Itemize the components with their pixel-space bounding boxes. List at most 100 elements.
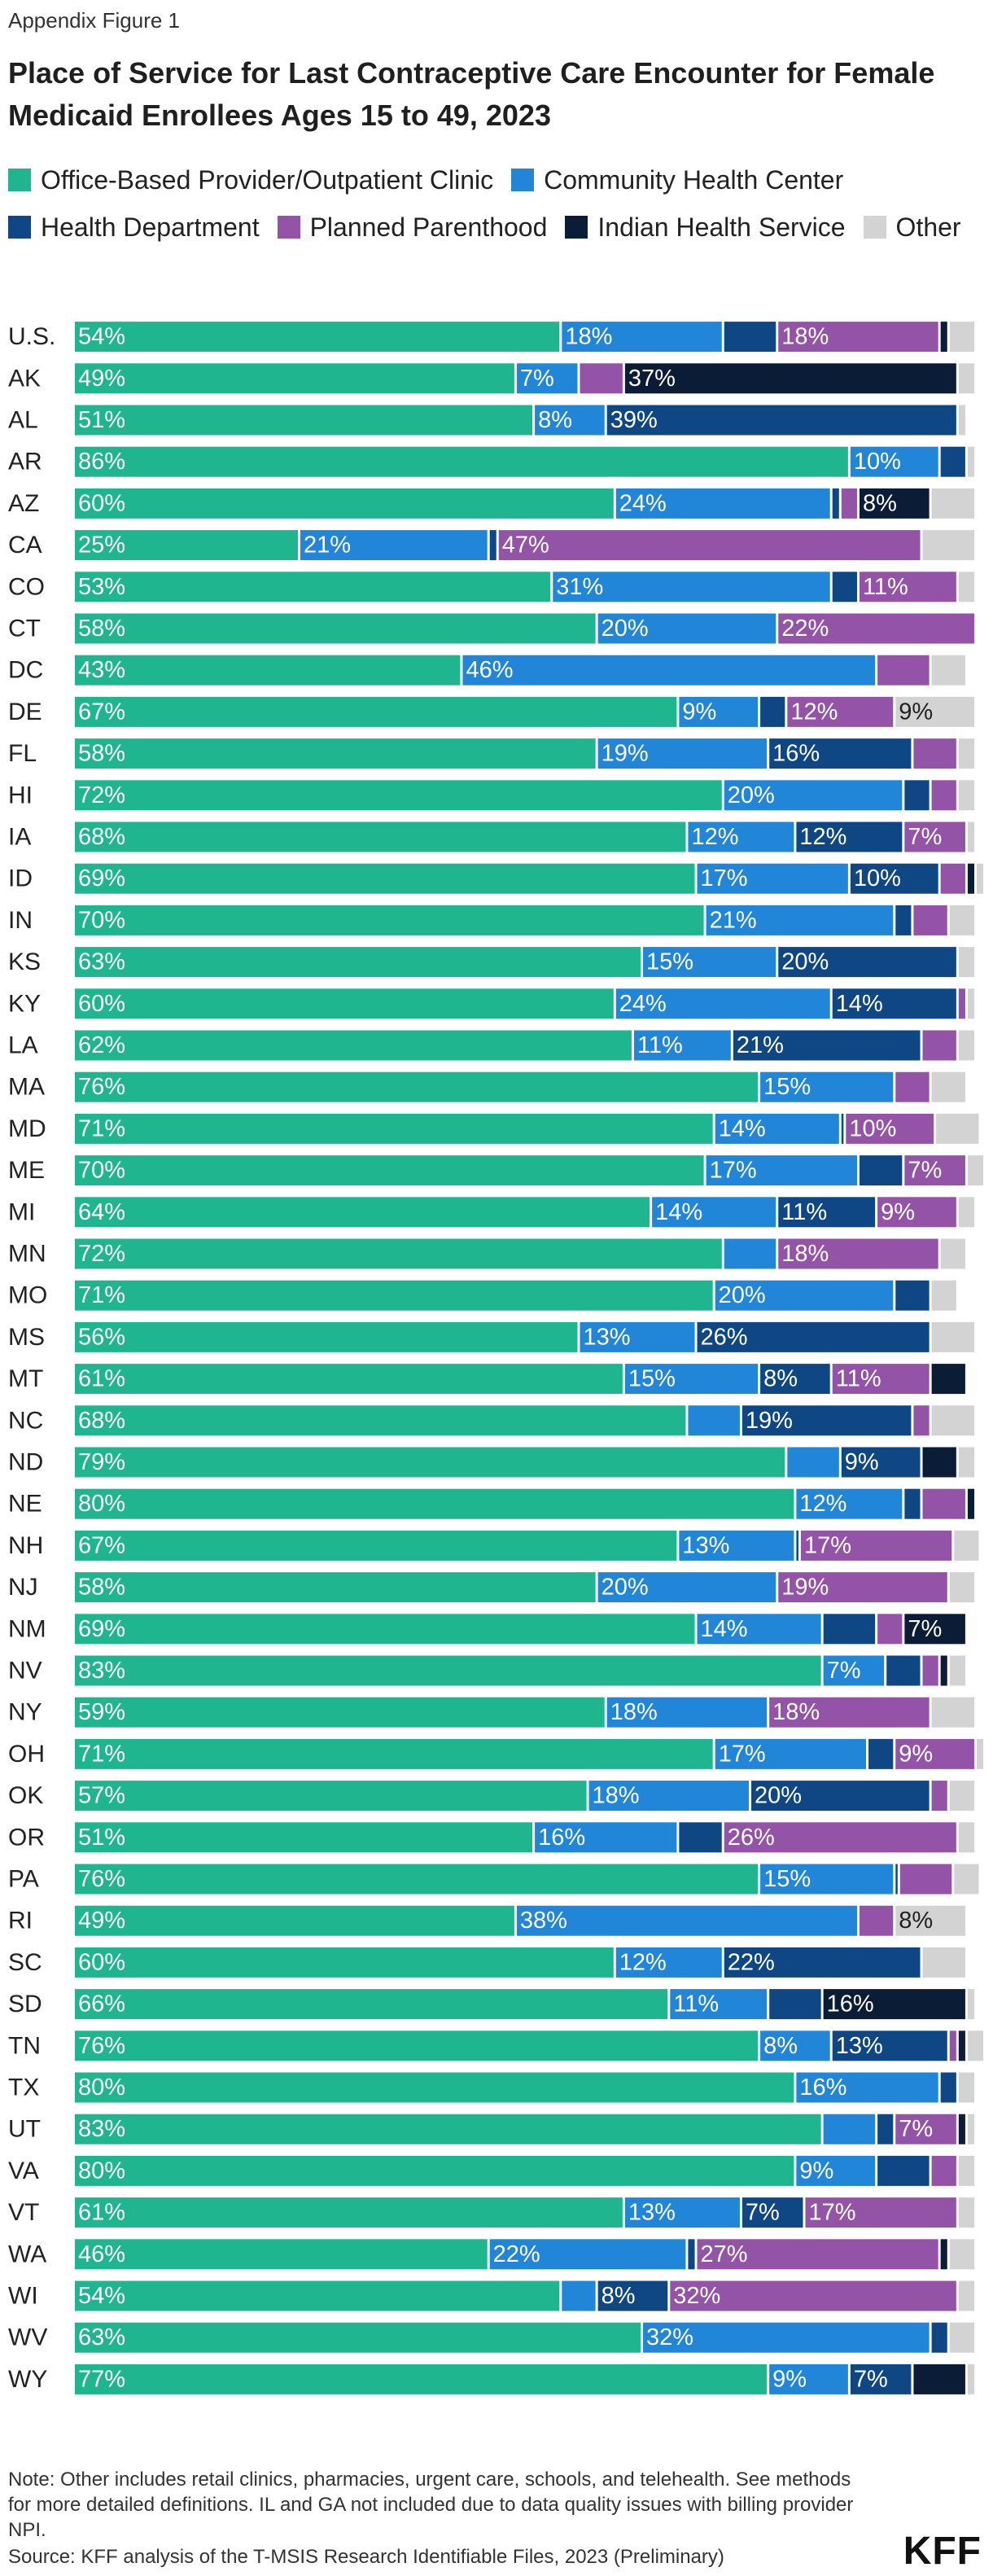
bar-segment: [615, 488, 830, 519]
data-label: 7%: [827, 1658, 861, 1684]
bar-segment: [958, 2114, 965, 2144]
data-label: 56%: [78, 1324, 125, 1350]
bar-segment: [949, 2239, 974, 2270]
data-label: 86%: [78, 449, 125, 475]
data-label: 9%: [772, 2366, 807, 2392]
bar-segment: [877, 1614, 903, 1645]
bar-segment: [588, 1781, 749, 1812]
data-label: 7%: [520, 366, 554, 392]
bar-segment: [859, 572, 956, 602]
bar-segment: [615, 1947, 722, 1978]
bar-segment: [877, 2114, 894, 2144]
data-label: 76%: [78, 1074, 125, 1100]
data-label: 12%: [799, 1491, 846, 1517]
category-label: KS: [8, 948, 41, 975]
bar-segment: [958, 1447, 974, 1478]
bar-segment: [922, 1947, 965, 1978]
data-label: 72%: [78, 782, 125, 808]
data-label: 57%: [78, 1783, 125, 1809]
bar-segment: [913, 2364, 965, 2394]
bar-segment: [615, 988, 830, 1019]
bar-segment: [846, 1113, 934, 1144]
data-label: 14%: [655, 1199, 702, 1225]
bar-segment: [75, 1905, 514, 1936]
data-label: 11%: [673, 1991, 719, 2017]
category-label: MA: [8, 1074, 45, 1101]
category-label: PA: [8, 1866, 39, 1893]
bar-segment: [886, 1655, 921, 1686]
data-label: 17%: [804, 1532, 851, 1558]
bar-segment: [796, 1488, 903, 1519]
bar-segment: [75, 1155, 704, 1186]
category-label: AK: [8, 365, 41, 392]
data-label: 12%: [619, 1949, 667, 1975]
bar-segment: [75, 405, 533, 436]
data-label: 71%: [78, 1282, 125, 1308]
bar-segment: [75, 1280, 713, 1311]
bar-segment: [895, 696, 974, 727]
bar-segment: [877, 1197, 956, 1228]
bar-segment: [958, 2155, 974, 2186]
bar-segment: [75, 2197, 623, 2228]
bar-segment: [958, 2280, 974, 2311]
data-label: 31%: [556, 574, 603, 600]
bar-segment: [904, 780, 930, 811]
bar-segment: [733, 1030, 921, 1061]
bar-segment: [922, 530, 974, 561]
bar-segment: [606, 1697, 768, 1728]
bar-segment: [931, 1697, 974, 1728]
bar-segment: [958, 2031, 965, 2061]
legend-label: Health Department: [41, 212, 260, 242]
data-label: 58%: [78, 1575, 125, 1601]
data-label: 18%: [610, 1699, 658, 1725]
legend-item-office: Office-Based Provider/Outpatient Clinic: [8, 163, 493, 197]
bar-segment: [778, 1197, 876, 1228]
bar-segment: [75, 1030, 632, 1061]
category-label: NV: [8, 1658, 42, 1684]
data-label: 15%: [646, 949, 693, 975]
bar-segment: [75, 1864, 759, 1895]
bar-segment: [949, 2322, 974, 2353]
data-label: 21%: [737, 1032, 784, 1058]
data-label: 11%: [637, 1032, 683, 1058]
bar-segment: [760, 2031, 830, 2061]
bar-segment: [850, 863, 938, 894]
data-label: 59%: [78, 1699, 125, 1725]
bar-segment: [75, 530, 298, 561]
category-label: WV: [8, 2324, 47, 2351]
data-label: 7%: [854, 2366, 888, 2392]
bar-segment: [462, 655, 876, 686]
bar-segment: [904, 1488, 921, 1519]
data-label: 7%: [908, 1158, 942, 1184]
bar-segment: [895, 2114, 956, 2144]
category-label: KY: [8, 990, 41, 1017]
bar-segment: [688, 1405, 740, 1436]
bar-segment: [75, 947, 641, 978]
bar-segment: [769, 1989, 821, 2020]
bar-segment: [75, 613, 596, 644]
data-label: 24%: [619, 490, 667, 516]
data-label: 18%: [781, 324, 829, 350]
bar-segment: [624, 2197, 740, 2228]
data-label: 12%: [691, 824, 738, 850]
legend-item-other: Other: [863, 210, 961, 244]
bar-segment: [724, 1238, 776, 1269]
bar-segment: [967, 2364, 974, 2394]
category-label: FL: [8, 740, 37, 767]
bar-segment: [624, 1364, 759, 1395]
bar-segment: [954, 1864, 979, 1895]
bar-segment: [760, 1071, 894, 1102]
bar-segment: [832, 488, 839, 519]
bar-segment: [931, 2322, 947, 2353]
data-label: 20%: [601, 1575, 649, 1601]
data-label: 76%: [78, 2033, 125, 2059]
data-label: 9%: [881, 1199, 915, 1225]
data-label: 67%: [78, 1532, 125, 1558]
bar-segment: [760, 1364, 830, 1395]
bar-segment: [841, 1447, 921, 1478]
bar-segment: [75, 363, 514, 394]
bar-segment: [75, 488, 614, 519]
data-label: 22%: [493, 2241, 540, 2267]
bar-segment: [75, 1989, 668, 2020]
figure-eyebrow: Appendix Figure 1: [8, 8, 181, 33]
